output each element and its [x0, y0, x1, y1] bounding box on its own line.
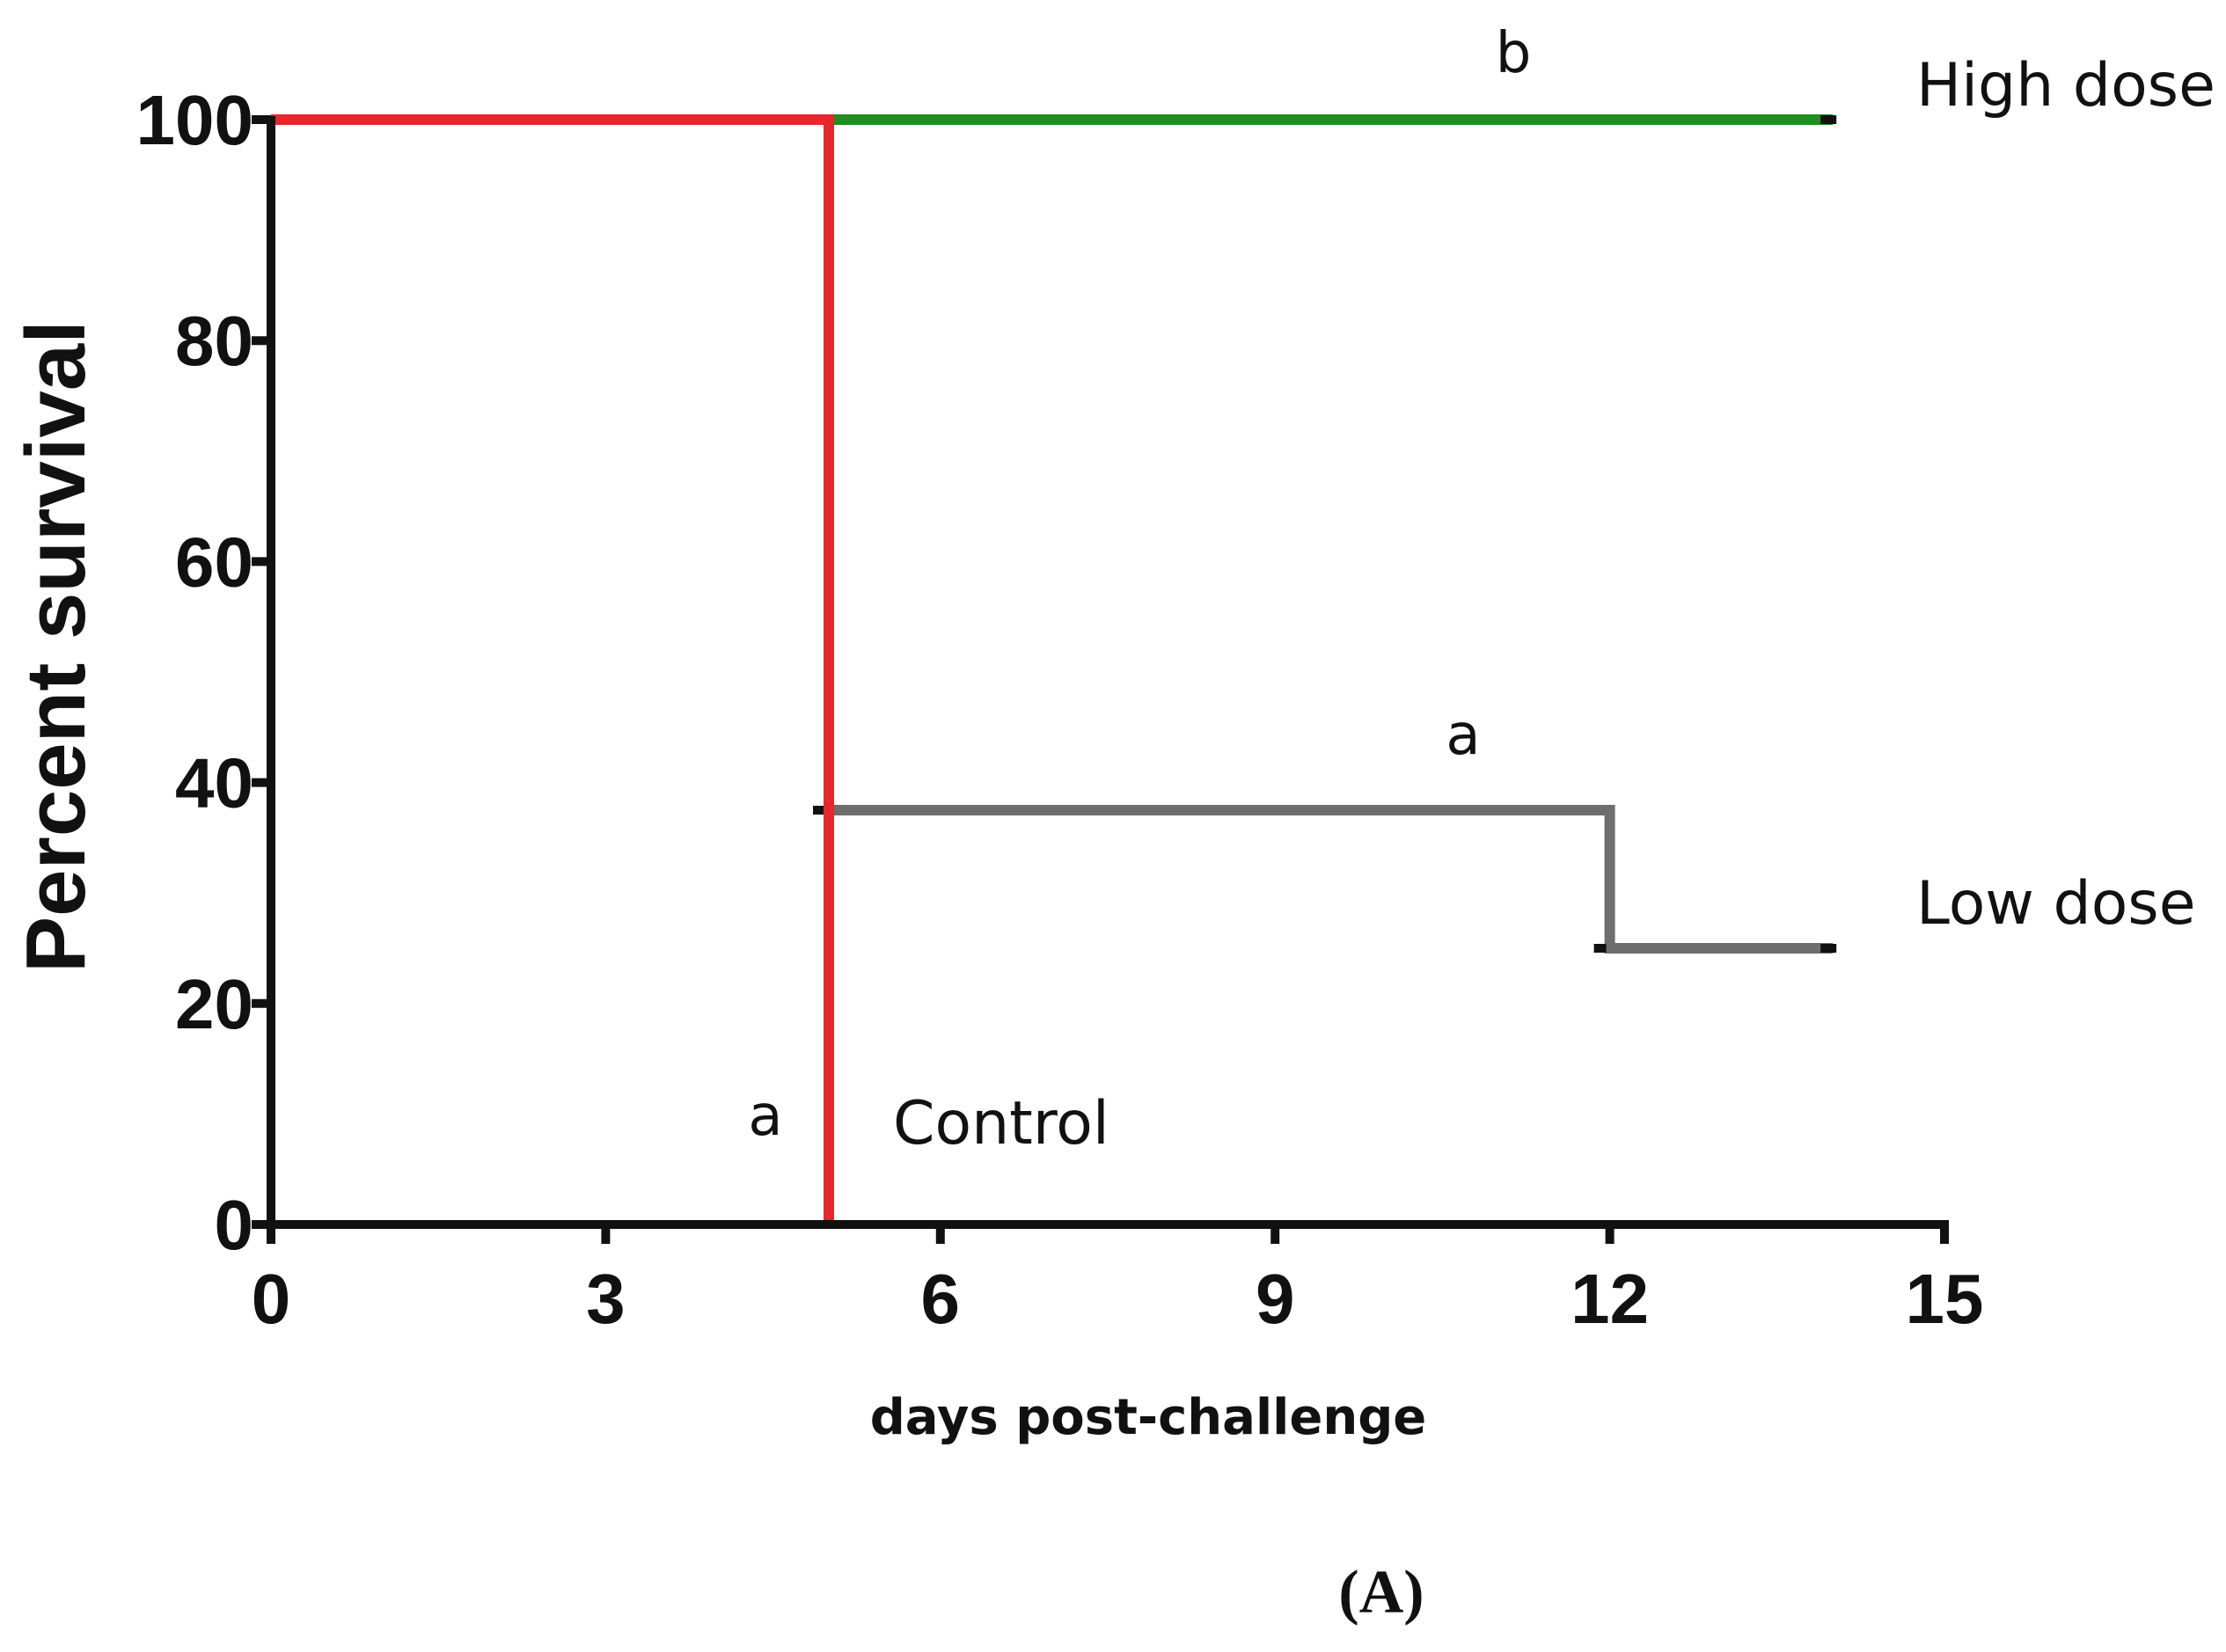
x-tick-label: 9: [1256, 1260, 1295, 1338]
significance-letter-control: a: [748, 1084, 782, 1149]
series-label-control: Control: [893, 1089, 1109, 1159]
y-tick-label: 60: [175, 523, 253, 601]
significance-letter-low-dose: a: [1446, 703, 1480, 768]
axes-layer: [267, 116, 1949, 1229]
panel-label: (A): [1338, 1559, 1424, 1626]
series-label-high-dose: High dose: [1916, 51, 2215, 121]
y-tick-label: 20: [175, 965, 253, 1043]
y-axis-title: Percent survival: [9, 320, 103, 973]
y-tick-label: 100: [136, 81, 253, 159]
x-tick-label: 6: [921, 1260, 961, 1338]
series-line-low-dose: [271, 114, 1834, 954]
y-tick-label: 40: [175, 744, 253, 822]
ticks-layer: 0 3 6 9 12 15 0 20 40 60 80 100: [136, 81, 1984, 1338]
significance-letter-high-dose: b: [1496, 21, 1532, 86]
x-axis-title: days post-challenge: [870, 1389, 1427, 1446]
x-tick-label: 0: [252, 1260, 291, 1338]
y-tick-label: 0: [215, 1186, 254, 1264]
x-tick-label: 15: [1906, 1260, 1984, 1338]
series-label-low-dose: Low dose: [1916, 869, 2196, 939]
x-tick-label: 12: [1571, 1260, 1649, 1338]
y-tick-label: 80: [175, 302, 253, 380]
series-layer: [271, 114, 1837, 1229]
x-tick-label: 3: [586, 1260, 626, 1338]
series-line-control: [271, 114, 834, 1224]
